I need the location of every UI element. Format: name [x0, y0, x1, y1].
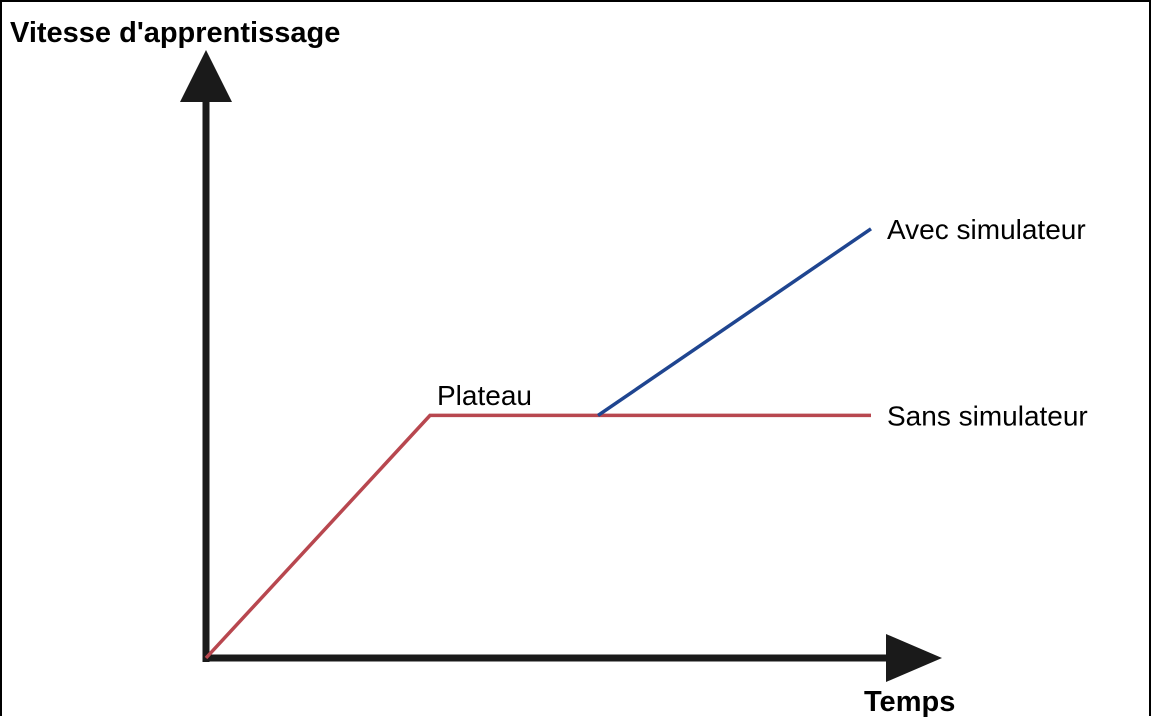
x-axis-title: Temps — [864, 686, 955, 718]
series-label-sans-simulateur: Sans simulateur — [887, 400, 1088, 431]
x-axis-arrowhead — [886, 634, 942, 682]
y-axis-title: Vitesse d'apprentissage — [10, 17, 340, 49]
series-line-sans-simulateur — [204, 413, 871, 660]
annotation-plateau: Plateau — [437, 380, 532, 411]
series-line-avec-simulateur — [597, 227, 872, 417]
series-group — [204, 227, 872, 660]
labels-group: Vitesse d'apprentissage Temps Sans simul… — [10, 17, 1088, 718]
axes — [180, 50, 942, 682]
y-axis-arrowhead — [180, 50, 232, 102]
series-label-avec-simulateur: Avec simulateur — [887, 214, 1086, 245]
